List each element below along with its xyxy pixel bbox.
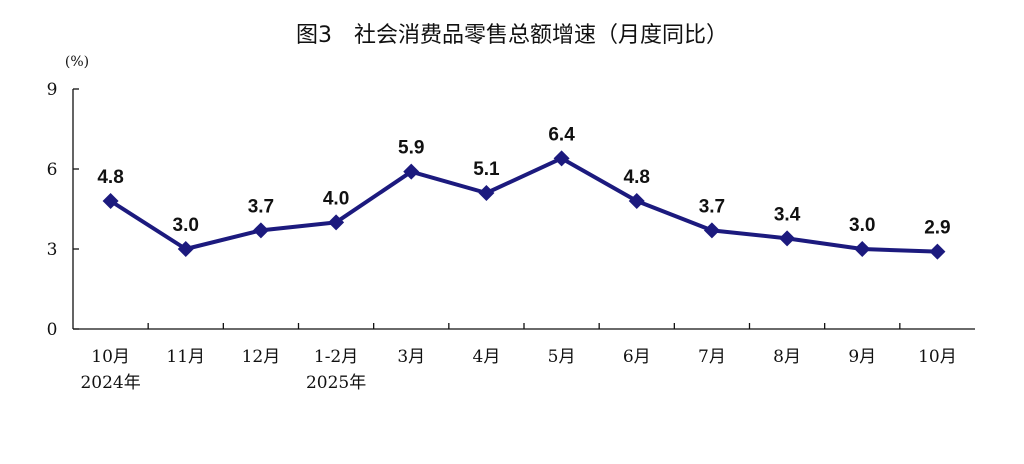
data-label: 4.8 — [624, 167, 650, 188]
data-point-marker — [403, 163, 420, 180]
data-point-marker — [779, 230, 796, 247]
x-tick-label: 6月 — [623, 347, 651, 367]
data-label: 3.4 — [774, 204, 801, 225]
data-point-marker — [102, 193, 119, 209]
x-tick-label: 12月 — [242, 347, 281, 367]
x-tick-label-line: 6月 — [623, 347, 651, 367]
series-line — [109, 156, 938, 254]
data-label: 4.0 — [323, 188, 349, 209]
x-tick-label-line: 10月 — [91, 347, 130, 367]
data-label: 3.0 — [173, 215, 199, 236]
x-tick-label: 4月 — [473, 347, 501, 367]
data-point-marker — [177, 241, 194, 257]
x-tick-label: 3月 — [397, 347, 425, 367]
y-tick-label: 0 — [47, 320, 58, 340]
x-tick-label: 7月 — [698, 347, 726, 367]
x-tick-label-line: 1-2月 — [314, 347, 358, 367]
data-label: 4.8 — [97, 167, 123, 188]
x-tick-label: 10月 — [918, 347, 957, 367]
x-tick-label-line: 2025年 — [306, 373, 366, 393]
data-label: 5.1 — [473, 159, 500, 180]
data-point-marker — [553, 150, 570, 167]
data-label: 3.7 — [699, 196, 725, 217]
data-label: 2.9 — [924, 218, 950, 239]
data-point-marker — [478, 185, 495, 201]
y-tick-label: 6 — [47, 160, 58, 180]
data-point-marker — [703, 222, 720, 239]
data-label: 5.9 — [398, 138, 424, 159]
x-tick-label: 10月 2024年 — [80, 347, 140, 393]
x-tick-label-line: 12月 — [242, 347, 281, 367]
x-tick-label-line: 5月 — [548, 347, 576, 367]
x-tick-label: 1-2月 2025年 — [306, 347, 366, 393]
data-label: 6.4 — [548, 124, 575, 145]
x-tick-label: 11月 — [166, 347, 205, 367]
x-tick-label-line: 4月 — [473, 347, 501, 367]
x-tick-label-line: 2024年 — [80, 373, 140, 393]
y-tick-label: 9 — [47, 80, 58, 100]
x-tick-label-line: 3月 — [397, 347, 425, 367]
x-tick-label: 9月 — [848, 347, 876, 367]
x-tick-label-line: 7月 — [698, 347, 726, 367]
data-label: 3.7 — [248, 196, 274, 217]
data-label: 3.0 — [849, 215, 875, 236]
chart-title: 图3 社会消费品零售总额增速（月度同比） — [296, 23, 728, 48]
x-tick-label: 5月 — [548, 347, 576, 367]
data-point-marker — [628, 193, 645, 209]
data-point-marker — [929, 243, 946, 260]
data-point-marker — [252, 222, 269, 239]
x-tick-label-line: 11月 — [166, 347, 205, 367]
y-axis-unit: (%) — [65, 54, 89, 70]
y-tick-label: 3 — [47, 240, 58, 260]
x-tick-label-line: 9月 — [848, 347, 876, 367]
x-tick-label-line: 8月 — [773, 347, 801, 367]
x-tick-label-line: 10月 — [918, 347, 957, 367]
data-point-marker — [328, 214, 345, 231]
data-point-marker — [854, 241, 871, 257]
x-tick-label: 8月 — [773, 347, 801, 367]
